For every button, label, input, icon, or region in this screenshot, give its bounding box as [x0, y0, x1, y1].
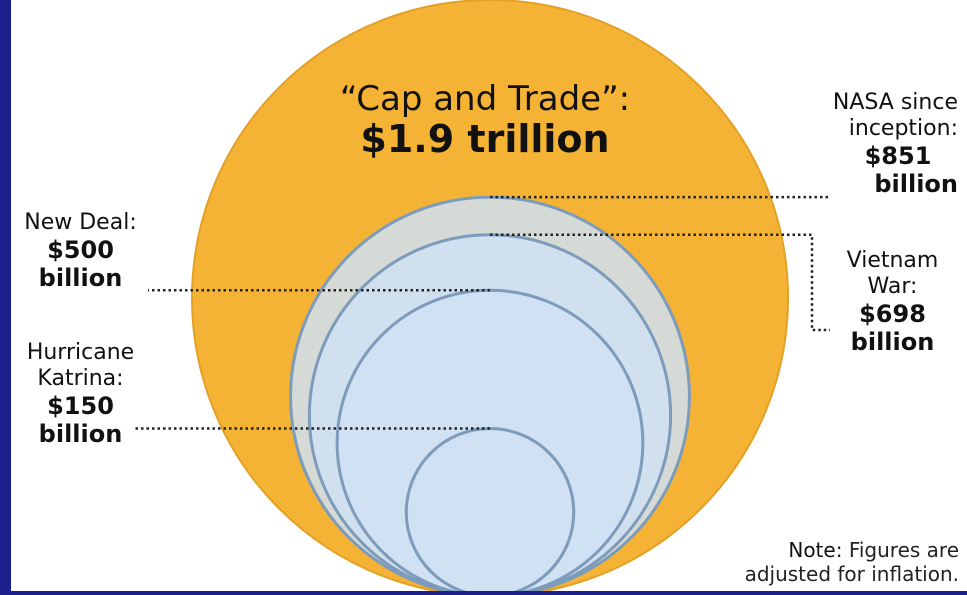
cap-and-trade-value: $1.9 trillion — [360, 117, 610, 162]
katrina-label: Hurricane Katrina: $150 billion — [18, 340, 143, 449]
note-text-line2: adjusted for inflation. — [744, 562, 959, 586]
leader-line-vietnam — [490, 233, 830, 332]
bubble-circles — [191, 0, 789, 595]
note-label: Note: — [788, 538, 843, 562]
katrina-value-line1: $150 — [47, 391, 114, 420]
left-frame-bar — [0, 0, 11, 595]
note-text-line1: Figures are — [848, 538, 959, 562]
vietnam-value-line2: billion — [850, 328, 935, 357]
new-deal-name: New Deal: — [24, 210, 137, 235]
katrina-name-line2: Katrina: — [37, 365, 124, 391]
nasa-value-line1: $851 — [864, 141, 932, 170]
leader-lines — [135, 195, 830, 430]
katrina-value-line2: billion — [38, 420, 123, 449]
bottom-frame-bar — [0, 591, 967, 595]
vietnam-label: Vietnam War: $698 billion — [830, 248, 955, 357]
vietnam-name-line2: War: — [867, 273, 918, 299]
nasa-name-line2: inception: — [848, 115, 958, 141]
vietnam-value-line1: $698 — [859, 299, 926, 328]
nasa-name-line1: NASA since — [832, 90, 958, 115]
vietnam-name-line1: Vietnam — [846, 248, 939, 273]
new-deal-value-line1: $500 — [47, 235, 114, 264]
cap-and-trade-label: “Cap and Trade”: $1.9 trillion — [300, 80, 670, 161]
cap-and-trade-name: “Cap and Trade”: — [339, 79, 631, 119]
bubble-hurricane-katrina — [404, 427, 576, 595]
inflation-note: Note: Figures are adjusted for inflation… — [745, 538, 959, 586]
nasa-value-line2: billion — [874, 170, 958, 199]
katrina-name-line1: Hurricane — [26, 340, 135, 365]
new-deal-value-line2: billion — [38, 264, 123, 293]
new-deal-label: New Deal: $500 billion — [18, 210, 143, 293]
nasa-label: NASA since inception: $851 billion — [818, 90, 958, 199]
